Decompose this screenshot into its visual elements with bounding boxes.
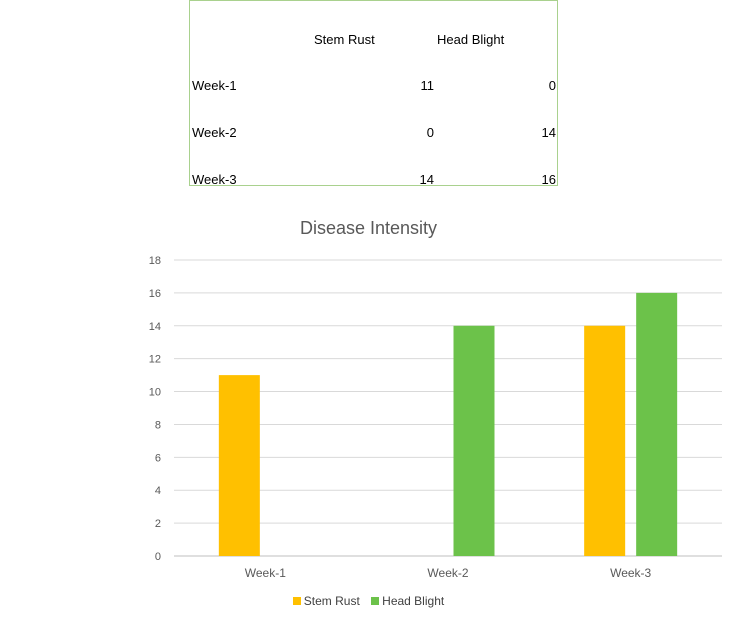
chart-legend: Stem Rust Head Blight bbox=[0, 594, 737, 608]
y-tick-label: 14 bbox=[149, 321, 161, 333]
y-tick-label: 2 bbox=[155, 518, 161, 530]
x-tick-label: Week-1 bbox=[245, 566, 286, 580]
y-tick-label: 8 bbox=[155, 419, 161, 431]
cell-week-3-stem-rust: 14 bbox=[419, 172, 434, 187]
y-tick-label: 0 bbox=[155, 551, 161, 563]
cell-week-2-head-blight: 14 bbox=[541, 125, 556, 140]
legend-label-stem-rust: Stem Rust bbox=[303, 594, 360, 608]
bar-stem-rust-week-3 bbox=[584, 325, 626, 556]
legend-item-head-blight: Head Blight bbox=[371, 594, 444, 608]
cell-week-1-head-blight: 0 bbox=[548, 78, 556, 93]
y-tick-label: 6 bbox=[155, 452, 161, 464]
x-tick-label: Week-3 bbox=[610, 566, 651, 580]
y-tick-label: 18 bbox=[149, 255, 161, 267]
header-stem-rust: Stem Rust bbox=[314, 32, 375, 47]
row-label-week-3: Week-3 bbox=[192, 172, 237, 187]
cell-week-3-head-blight: 16 bbox=[541, 172, 556, 187]
y-tick-label: 12 bbox=[149, 354, 161, 366]
y-tick-label: 16 bbox=[149, 288, 161, 300]
y-tick-label: 10 bbox=[149, 387, 161, 399]
cell-week-2-stem-rust: 0 bbox=[426, 125, 434, 140]
row-label-week-1: Week-1 bbox=[192, 78, 237, 93]
chart-title: Disease Intensity bbox=[299, 218, 438, 238]
bar-head-blight-week-2 bbox=[453, 325, 495, 556]
row-label-week-2: Week-2 bbox=[192, 125, 237, 140]
legend-label-head-blight: Head Blight bbox=[382, 594, 445, 608]
bar-head-blight-week-3 bbox=[636, 292, 678, 556]
y-tick-label: 4 bbox=[155, 485, 161, 497]
x-tick-label: Week-2 bbox=[427, 566, 468, 580]
bar-stem-rust-week-1 bbox=[218, 375, 260, 556]
legend-item-stem-rust: Stem Rust bbox=[292, 594, 360, 608]
bar-chart: 0 2 4 6 8 10 12 14 16 18 Week-1 Week-2 Week-3 bbox=[149, 255, 722, 580]
cell-week-1-stem-rust: 11 bbox=[420, 78, 435, 93]
legend-swatch-stem-rust bbox=[292, 597, 301, 605]
legend-swatch-head-blight bbox=[371, 597, 380, 605]
data-table: Stem Rust Head Blight Week-1 11 0 Week-2… bbox=[189, 0, 558, 187]
header-head-blight: Head Blight bbox=[437, 32, 505, 47]
